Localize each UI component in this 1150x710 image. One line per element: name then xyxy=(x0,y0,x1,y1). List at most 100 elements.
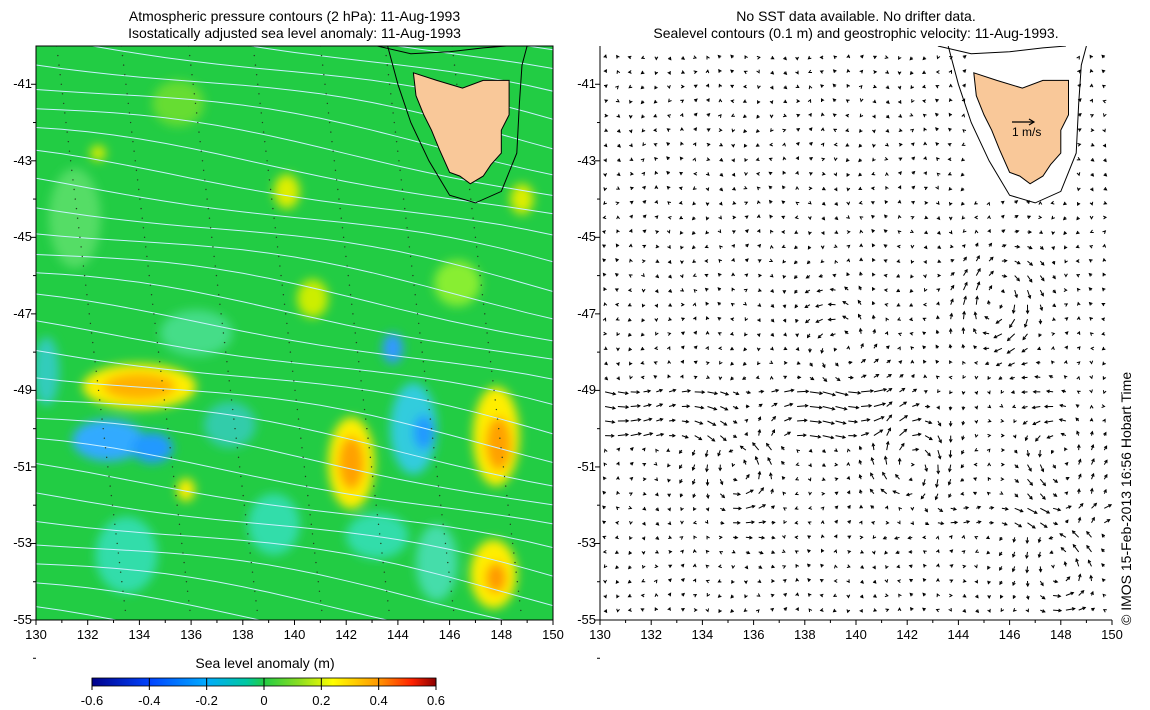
velocity-arrowhead xyxy=(833,347,838,352)
velocity-arrowhead xyxy=(783,346,788,351)
velocity-arrowhead xyxy=(834,491,839,496)
velocity-arrowhead xyxy=(1051,317,1056,321)
track-dot xyxy=(241,485,243,487)
velocity-arrowhead xyxy=(948,327,953,332)
velocity-arrowhead xyxy=(691,216,696,221)
pressure-contour-line xyxy=(36,272,553,360)
velocity-arrowhead xyxy=(616,347,620,352)
velocity-arrowhead xyxy=(772,415,777,420)
velocity-arrowhead xyxy=(653,128,658,133)
pressure-contour-line xyxy=(36,521,553,607)
velocity-arrowhead xyxy=(884,55,889,59)
velocity-arrowhead xyxy=(748,535,753,540)
track-dot xyxy=(518,600,521,602)
velocity-arrowhead xyxy=(757,416,762,421)
track-dot xyxy=(443,533,446,535)
velocity-arrowhead xyxy=(1012,608,1017,612)
velocity-arrowhead xyxy=(936,216,941,221)
velocity-arrowhead xyxy=(823,378,828,383)
track-dot xyxy=(121,54,124,57)
velocity-arrowhead xyxy=(1051,450,1055,455)
velocity-arrowhead xyxy=(700,405,705,410)
velocity-arrowhead xyxy=(854,419,859,424)
track-dot xyxy=(286,322,288,325)
velocity-arrowhead xyxy=(615,317,620,321)
velocity-arrowhead xyxy=(922,607,926,612)
shelf-contour xyxy=(387,46,528,204)
velocity-arrowhead xyxy=(846,272,850,277)
velocity-arrow xyxy=(937,449,941,459)
track-dot xyxy=(441,514,443,516)
velocity-arrowhead xyxy=(603,579,607,584)
velocity-arrowhead xyxy=(641,288,646,293)
velocity-arrowhead xyxy=(920,495,925,500)
velocity-arrowhead xyxy=(603,346,608,350)
velocity-arrow xyxy=(1039,450,1041,457)
velocity-arrowhead xyxy=(910,506,915,511)
velocity-arrowhead xyxy=(667,493,672,498)
track-dot xyxy=(374,494,376,497)
velocity-arrow xyxy=(1065,608,1075,611)
velocity-arrowhead xyxy=(829,287,834,292)
velocity-arrowhead xyxy=(604,99,609,103)
velocity-arrowhead xyxy=(1100,548,1105,553)
velocity-arrowhead xyxy=(936,288,941,292)
velocity-arrowhead xyxy=(616,69,621,74)
velocity-arrow xyxy=(617,391,628,394)
track-dot xyxy=(471,207,473,210)
velocity-arrowhead xyxy=(898,56,902,61)
velocity-arrowhead xyxy=(627,288,632,292)
velocity-arrowhead xyxy=(1067,505,1072,509)
velocity-arrowhead xyxy=(804,289,809,294)
velocity-arrowhead xyxy=(1090,444,1095,448)
velocity-arrowhead xyxy=(636,404,641,408)
velocity-arrowhead xyxy=(884,331,889,336)
velocity-arrowhead xyxy=(680,260,684,265)
velocity-arrowhead xyxy=(738,506,743,511)
track-dot xyxy=(172,475,175,478)
velocity-arrowhead xyxy=(810,376,815,381)
velocity-arrowhead xyxy=(744,418,749,423)
velocity-arrowhead xyxy=(846,68,851,73)
velocity-arrowhead xyxy=(679,230,684,235)
velocity-arrow xyxy=(758,487,764,495)
velocity-arrowhead xyxy=(988,284,993,289)
velocity-arrowhead xyxy=(744,273,749,278)
velocity-arrowhead xyxy=(845,99,850,103)
lon-tick-label: 138 xyxy=(793,627,816,642)
velocity-arrowhead xyxy=(924,230,929,235)
velocity-arrowhead xyxy=(1089,404,1094,409)
velocity-arrowhead xyxy=(1076,187,1081,192)
pressure-contour-line xyxy=(247,46,553,92)
velocity-arrowhead xyxy=(730,113,735,117)
velocity-arrowhead xyxy=(744,158,748,163)
velocity-arrowhead xyxy=(640,346,645,351)
velocity-arrowhead xyxy=(1077,458,1082,463)
velocity-arrowhead xyxy=(976,255,980,260)
velocity-arrowhead xyxy=(885,565,889,570)
velocity-arrowhead xyxy=(1052,275,1056,280)
velocity-arrowhead xyxy=(937,389,941,394)
velocity-arrowhead xyxy=(693,112,698,117)
velocity-arrowhead xyxy=(771,579,776,583)
velocity-arrowhead xyxy=(770,318,775,323)
track-dot xyxy=(223,341,226,344)
velocity-arrowhead xyxy=(602,317,607,322)
velocity-arrowhead xyxy=(734,405,739,410)
track-dot xyxy=(438,494,441,497)
track-dot xyxy=(182,552,184,554)
velocity-arrowhead xyxy=(698,436,703,441)
velocity-arrowhead xyxy=(783,332,787,337)
track-dot xyxy=(221,322,223,325)
velocity-arrowhead xyxy=(815,319,820,323)
velocity-arrowhead xyxy=(615,98,620,103)
track-dot xyxy=(358,361,360,363)
velocity-arrowhead xyxy=(998,552,1003,557)
velocity-arrowhead xyxy=(832,83,837,88)
velocity-arrowhead xyxy=(705,202,710,207)
lat-tick-label: -49 xyxy=(577,382,596,398)
velocity-arrowhead xyxy=(847,535,852,539)
velocity-arrowhead xyxy=(897,214,902,219)
velocity-arrowhead xyxy=(768,199,773,204)
track-dot xyxy=(273,217,275,219)
